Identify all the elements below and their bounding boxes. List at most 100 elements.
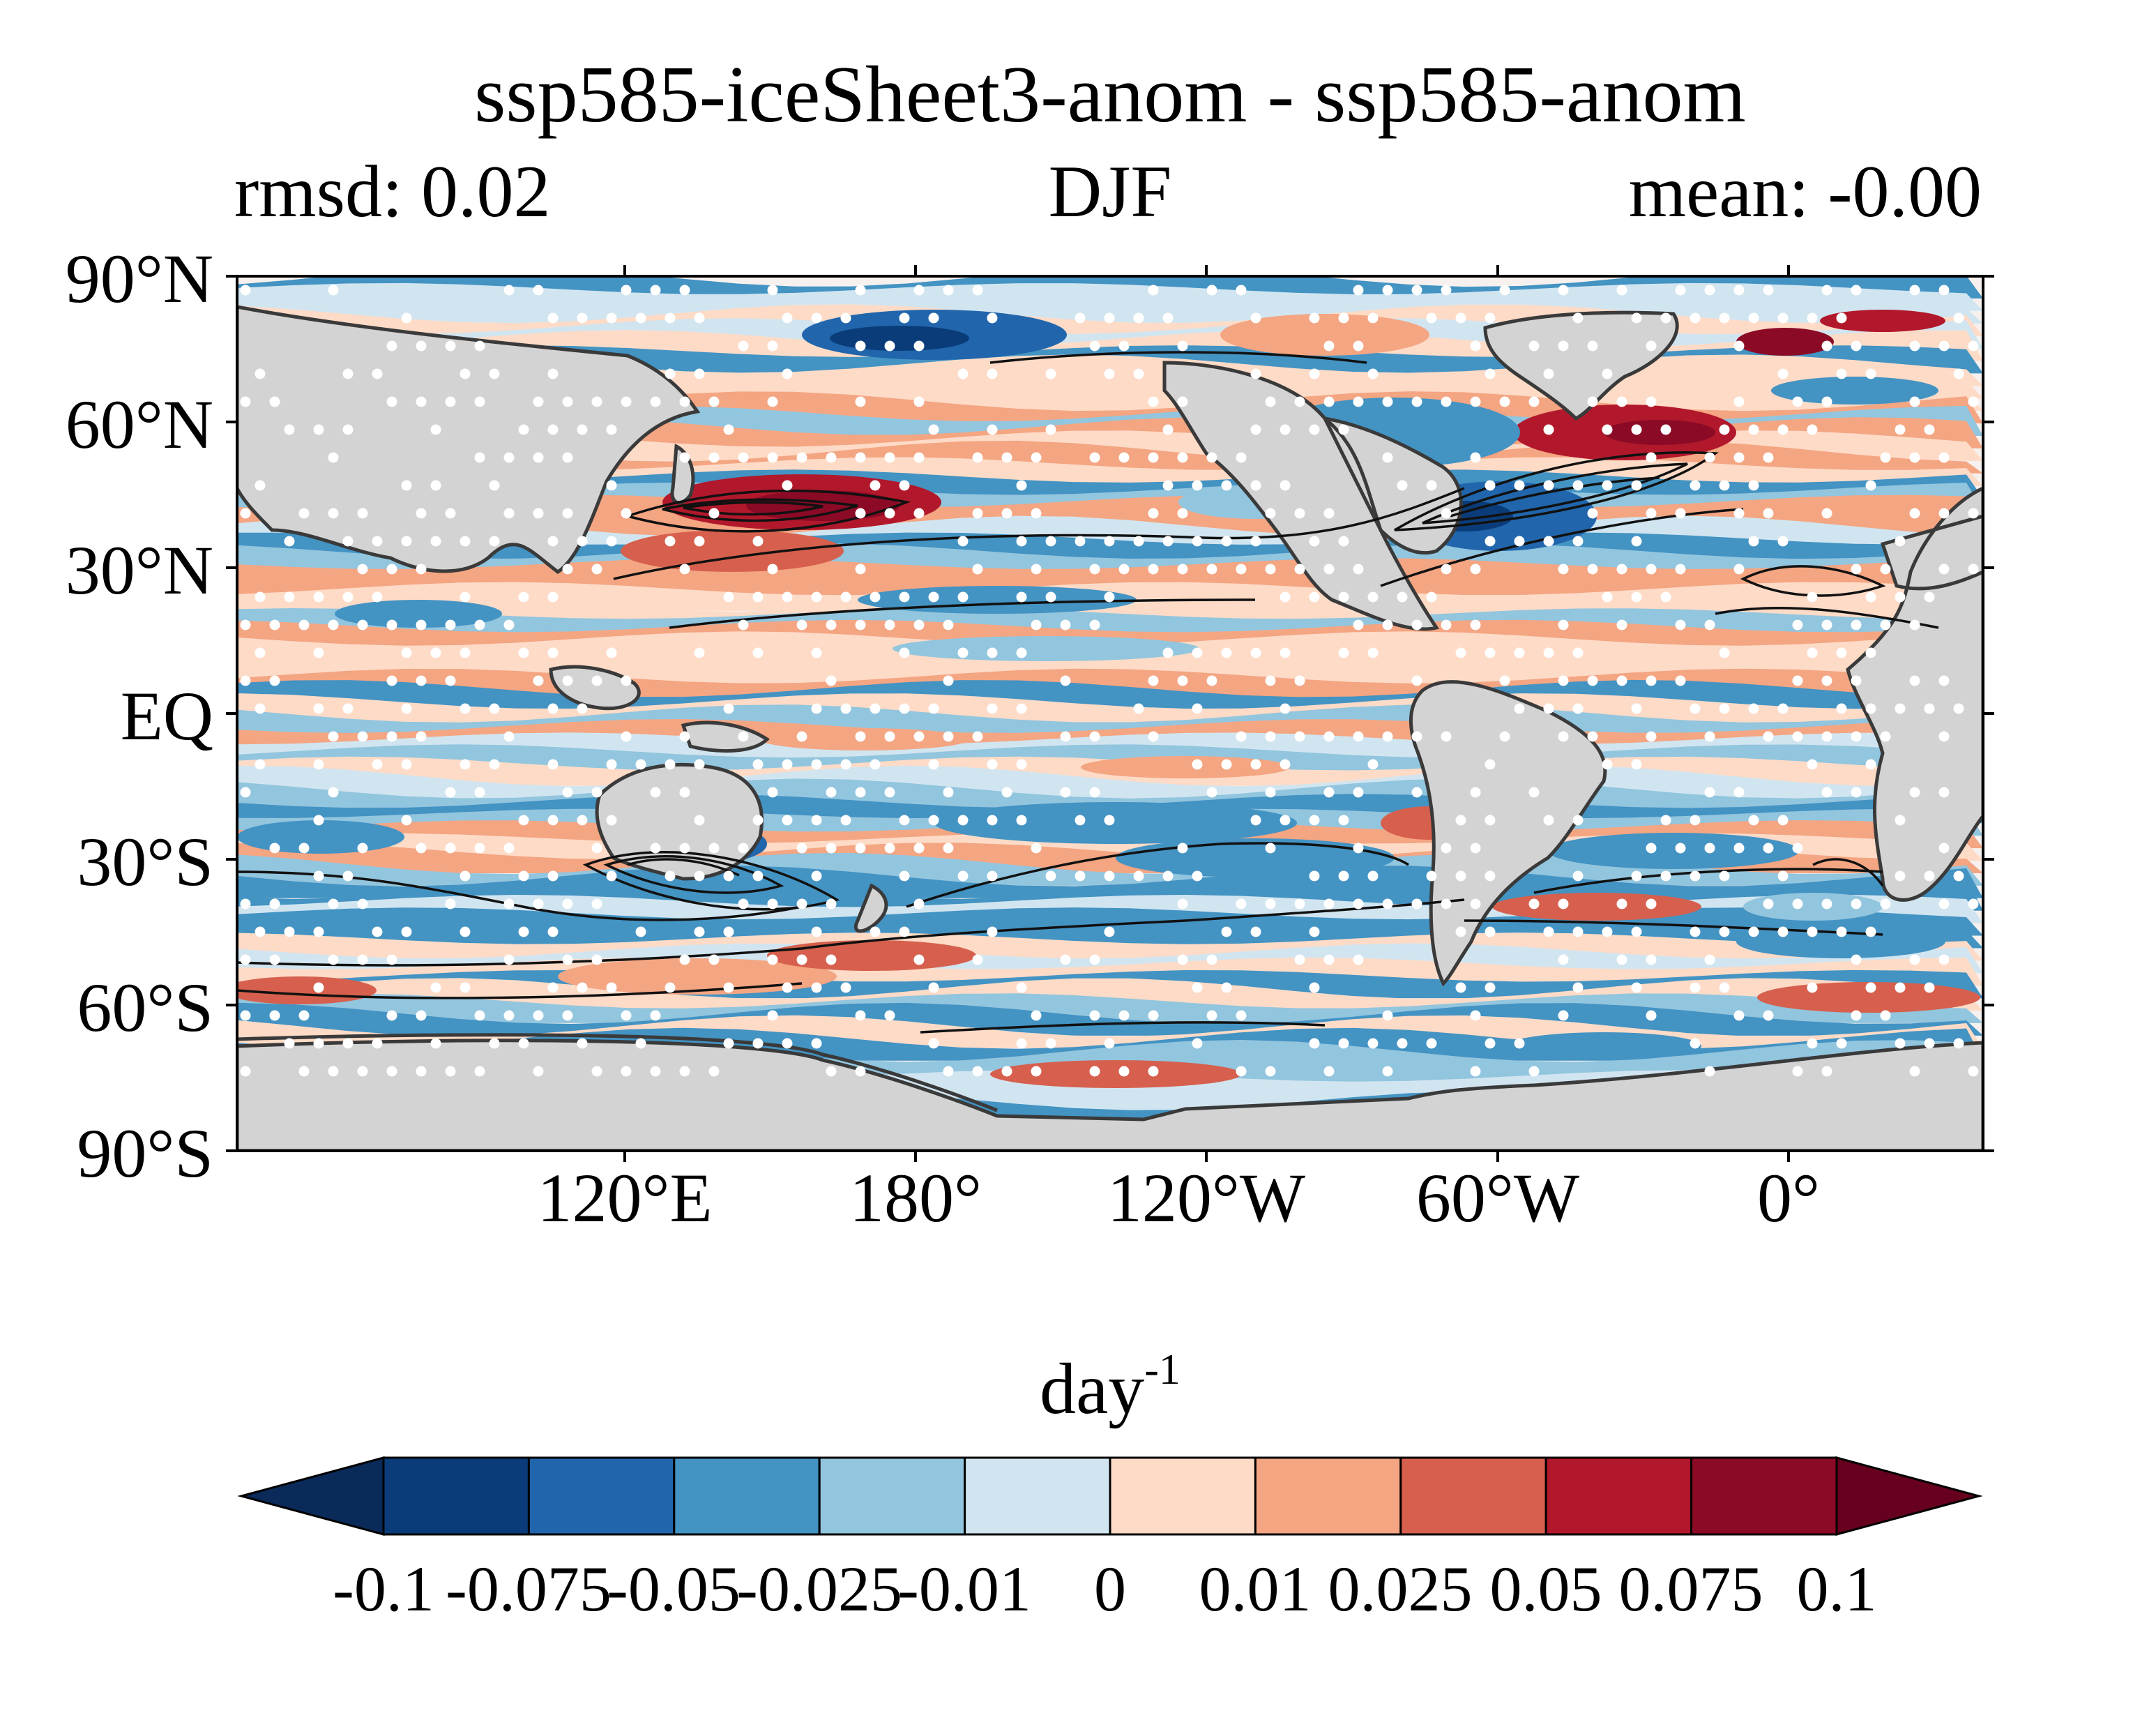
stipple-dot [1250,312,1261,324]
stipple-dot [1777,703,1789,714]
stipple-dot [1455,982,1466,993]
stipple-dot [1162,480,1174,491]
stipple-dot [826,619,837,631]
stipple-dot [1265,898,1276,909]
stipple-dot [1821,508,1832,519]
stipple-dot [1031,1066,1042,1077]
stipple-dot [1089,564,1100,575]
anomaly-feature [1743,893,1883,921]
stipple-dot [269,396,280,407]
stipple-dot [1133,536,1144,547]
stipple-dot [1294,675,1305,686]
anomaly-feature [1506,1032,1701,1060]
stipple-dot [928,759,939,770]
stipple-dot [1206,675,1217,686]
stipple-dot [386,396,397,407]
stipple-dot [591,675,602,686]
stipple-dot [1558,619,1569,631]
stipple-dot [884,843,895,854]
stipple-dot [1323,898,1335,909]
stipple-dot [474,1010,485,1021]
anomaly-feature [237,820,404,854]
stipple-dot [1851,340,1862,352]
stipple-dot [1616,285,1627,296]
stipple-dot [1880,619,1891,631]
colorbar-tick-label: 0.025 [1328,1553,1473,1624]
stipple-dot [679,731,690,742]
season-label: DJF [1048,151,1172,232]
stipple-dot [1528,396,1540,407]
stipple-dot [328,452,339,463]
stipple-dot [811,870,822,882]
stipple-dot [1294,731,1305,742]
stipple-dot [1690,1038,1701,1049]
stipple-dot [1133,870,1144,882]
stipple-dot [1455,647,1466,658]
stipple-dot [1485,815,1496,826]
stipple-dot [1309,424,1320,435]
stipple-dot [284,591,295,603]
stipple-dot [1690,703,1701,714]
stipple-dot [1250,926,1261,937]
stipple-dot [1441,731,1452,742]
stipple-dot [1309,982,1320,993]
stipple-dot [1045,368,1056,379]
stipple-dot [1148,1010,1159,1021]
stipple-dot [899,815,910,826]
anomaly-feature [893,636,1199,661]
stipple-dot [1851,954,1862,965]
stipple-dot [562,508,573,519]
stipple-dot [1763,898,1774,909]
stipple-dot [782,591,793,603]
stipple-dot [1162,312,1174,324]
stipple-dot [1704,452,1715,463]
stipple-dot [1016,647,1027,658]
stipple-dot [1543,647,1554,658]
stipple-dot [1968,898,1979,909]
stipple-dot [533,396,544,407]
stipple-dot [1206,954,1217,965]
stipple-dot [694,368,705,379]
stipple-dot [430,1038,441,1049]
stipple-dot [386,619,397,631]
stipple-dot [1485,759,1496,770]
stipple-dot [1470,787,1481,798]
stipple-dot [694,759,705,770]
stipple-dot [1455,870,1466,882]
stipple-dot [313,1038,324,1049]
stipple-dot [1089,954,1100,965]
stipple-dot [416,843,427,854]
stipple-dot [1719,982,1730,993]
stipple-dot [1382,396,1393,407]
stipple-dot [1836,312,1847,324]
contour-line [582,851,840,911]
stipple-dot [1250,759,1261,770]
stipple-dot [269,1010,280,1021]
stipple-dot [240,396,251,407]
stipple-dot [328,619,339,631]
stipple-dot [1250,536,1261,547]
stipple-dot [943,1066,954,1077]
stipple-dot [416,619,427,631]
stipple-dot [1616,898,1627,909]
stipple-dot [913,285,925,296]
stipple-dot [489,368,500,379]
stipple-dot [665,982,676,993]
lat-tick-label: 60°S [77,969,213,1046]
stipple-dot [1836,647,1847,658]
stipple-dot [708,396,720,407]
stipple-dot [1631,870,1642,882]
stipple-dot [1646,508,1657,519]
stipple-dot [928,312,939,324]
stipple-dot [1206,1010,1217,1021]
stipple-dot [1118,340,1130,352]
stipple-dot [1353,564,1364,575]
stipple-dot [1748,815,1759,826]
anomaly-feature [1492,893,1701,921]
stipple-dot [1133,312,1144,324]
stipple-dot [1543,536,1554,547]
contour-line [669,598,1256,629]
stipple-dot [782,480,793,491]
stipple-dot [284,926,295,937]
stipple-dot [1265,675,1276,686]
